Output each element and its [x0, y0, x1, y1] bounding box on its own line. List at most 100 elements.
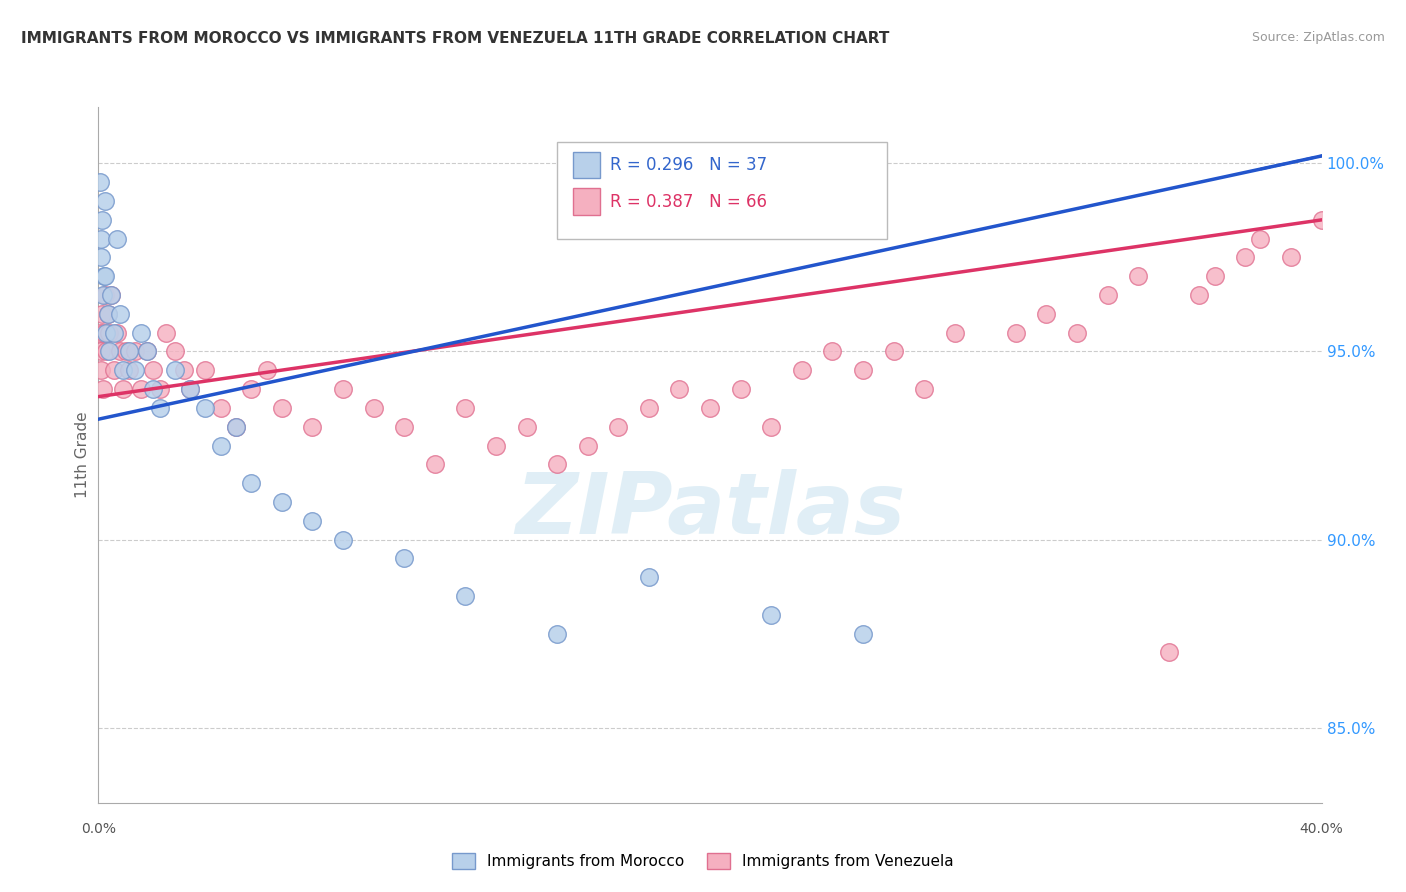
Point — [179, 382, 201, 396]
Point — [124, 344, 146, 359]
Point — [90, 232, 112, 246]
Point — [852, 363, 875, 377]
Point — [699, 401, 721, 415]
Point — [761, 607, 783, 622]
Point — [1188, 288, 1211, 302]
Point — [1066, 326, 1088, 340]
Point — [1035, 307, 1057, 321]
Point — [93, 194, 115, 208]
FancyBboxPatch shape — [574, 152, 600, 178]
Text: Source: ZipAtlas.com: Source: ZipAtlas.com — [1251, 31, 1385, 45]
Point — [136, 344, 159, 359]
Point — [100, 288, 122, 302]
Point — [94, 269, 117, 284]
Point — [136, 344, 159, 359]
Text: IMMIGRANTS FROM MOROCCO VS IMMIGRANTS FROM VENEZUELA 11TH GRADE CORRELATION CHAR: IMMIGRANTS FROM MOROCCO VS IMMIGRANTS FR… — [21, 31, 890, 46]
Point — [90, 363, 112, 377]
Point — [91, 212, 114, 227]
Text: 40.0%: 40.0% — [1299, 822, 1344, 836]
FancyBboxPatch shape — [574, 188, 600, 215]
Point — [1097, 288, 1119, 302]
Point — [163, 363, 186, 377]
Point — [149, 382, 172, 396]
Point — [209, 438, 232, 452]
Point — [821, 344, 844, 359]
Point — [115, 344, 138, 359]
Point — [105, 232, 128, 246]
Point — [108, 344, 131, 359]
Point — [392, 551, 416, 566]
Point — [912, 382, 935, 396]
Point — [91, 288, 114, 302]
FancyBboxPatch shape — [557, 142, 887, 239]
Point — [607, 419, 630, 434]
Point — [97, 307, 120, 321]
Point — [852, 626, 875, 640]
Point — [90, 344, 112, 359]
Legend: Immigrants from Morocco, Immigrants from Venezuela: Immigrants from Morocco, Immigrants from… — [446, 847, 960, 875]
Point — [98, 326, 121, 340]
Point — [155, 326, 177, 340]
Point — [392, 419, 416, 434]
Point — [90, 251, 112, 265]
Point — [270, 495, 294, 509]
Point — [638, 570, 661, 584]
Point — [194, 363, 217, 377]
Point — [100, 288, 122, 302]
Point — [94, 326, 117, 340]
Point — [108, 307, 131, 321]
Point — [576, 438, 599, 452]
Point — [91, 382, 114, 396]
Point — [363, 401, 385, 415]
Point — [668, 382, 690, 396]
Point — [730, 382, 752, 396]
Point — [790, 363, 813, 377]
Point — [124, 363, 146, 377]
Point — [91, 307, 114, 321]
Point — [105, 326, 128, 340]
Point — [638, 401, 661, 415]
Point — [301, 514, 323, 528]
Point — [240, 476, 263, 491]
Point — [943, 326, 966, 340]
Point — [301, 419, 323, 434]
Point — [761, 419, 783, 434]
Point — [111, 363, 134, 377]
Point — [1234, 251, 1257, 265]
Point — [332, 533, 354, 547]
Point — [129, 326, 152, 340]
Point — [118, 363, 141, 377]
Point — [454, 401, 477, 415]
Point — [240, 382, 263, 396]
Point — [103, 326, 125, 340]
Point — [270, 401, 294, 415]
Point — [173, 363, 195, 377]
Point — [1279, 251, 1302, 265]
Point — [546, 458, 568, 472]
Point — [118, 344, 141, 359]
Text: ZIPatlas: ZIPatlas — [515, 469, 905, 552]
Point — [546, 626, 568, 640]
Point — [142, 382, 165, 396]
Point — [1204, 269, 1226, 284]
Point — [93, 288, 115, 302]
Point — [129, 382, 152, 396]
Point — [485, 438, 508, 452]
Point — [1004, 326, 1026, 340]
Point — [142, 363, 165, 377]
Point — [1250, 232, 1272, 246]
Point — [256, 363, 278, 377]
Text: R = 0.387   N = 66: R = 0.387 N = 66 — [610, 194, 766, 211]
Point — [94, 344, 117, 359]
Point — [209, 401, 232, 415]
Point — [1157, 645, 1180, 659]
Point — [423, 458, 446, 472]
Text: R = 0.296   N = 37: R = 0.296 N = 37 — [610, 156, 766, 174]
Point — [103, 363, 125, 377]
Point — [883, 344, 905, 359]
Point — [179, 382, 201, 396]
Point — [97, 307, 120, 321]
Text: 0.0%: 0.0% — [82, 822, 115, 836]
Point — [93, 326, 115, 340]
Y-axis label: 11th Grade: 11th Grade — [75, 411, 90, 499]
